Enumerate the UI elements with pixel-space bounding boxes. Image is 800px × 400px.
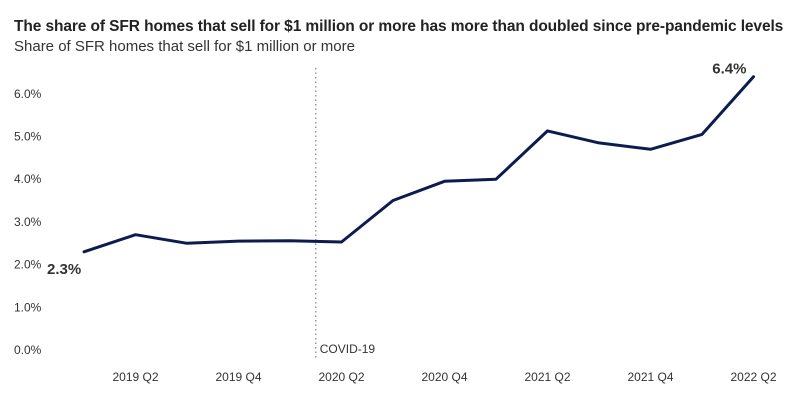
data-label: 2.3%: [47, 261, 81, 278]
covid-annotation: COVID-19: [315, 68, 376, 358]
y-tick-label: 4.0%: [14, 172, 42, 186]
x-tick-label: 2020 Q4: [421, 370, 467, 384]
x-axis-ticks: 2019 Q2 2019 Q4 2020 Q2 2020 Q4 2021 Q2 2021 …: [112, 370, 776, 384]
x-tick-label: 2020 Q2: [318, 370, 364, 384]
y-tick-label: 2.0%: [14, 258, 42, 272]
chart-subtitle: Share of SFR homes that sell for $1 mill…: [14, 38, 355, 55]
y-tick-label: 0.0%: [14, 343, 42, 357]
y-tick-label: 5.0%: [14, 130, 42, 144]
series-line: [82, 75, 755, 254]
chart-title: The share of SFR homes that sell for $1 …: [14, 18, 784, 35]
data-labels: 2.3% 6.4%: [47, 61, 747, 278]
covid-annotation-label: COVID-19: [320, 342, 376, 356]
x-tick-label: 2021 Q2: [524, 370, 570, 384]
y-tick-label: 3.0%: [14, 215, 42, 229]
y-tick-label: 6.0%: [14, 87, 42, 101]
x-tick-label: 2022 Q2: [730, 370, 776, 384]
series-group: [82, 75, 755, 254]
x-tick-label: 2021 Q4: [627, 370, 673, 384]
x-tick-label: 2019 Q2: [112, 370, 158, 384]
x-tick-label: 2019 Q4: [215, 370, 261, 384]
y-tick-label: 1.0%: [14, 300, 42, 314]
y-axis-ticks: 0.0% 1.0% 2.0% 3.0% 4.0% 5.0% 6.0%: [14, 87, 42, 357]
data-label: 6.4%: [712, 61, 746, 78]
